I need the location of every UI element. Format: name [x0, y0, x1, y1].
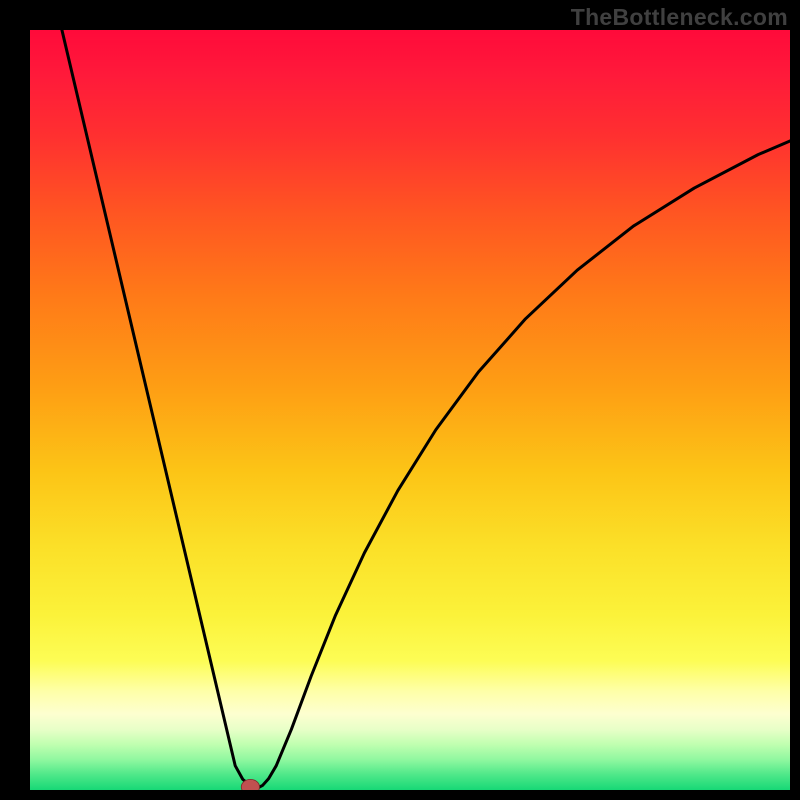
watermark-text: TheBottleneck.com: [571, 4, 788, 31]
gradient-background: [30, 30, 790, 790]
chart-svg: [30, 30, 790, 790]
chart-frame: [30, 30, 790, 790]
